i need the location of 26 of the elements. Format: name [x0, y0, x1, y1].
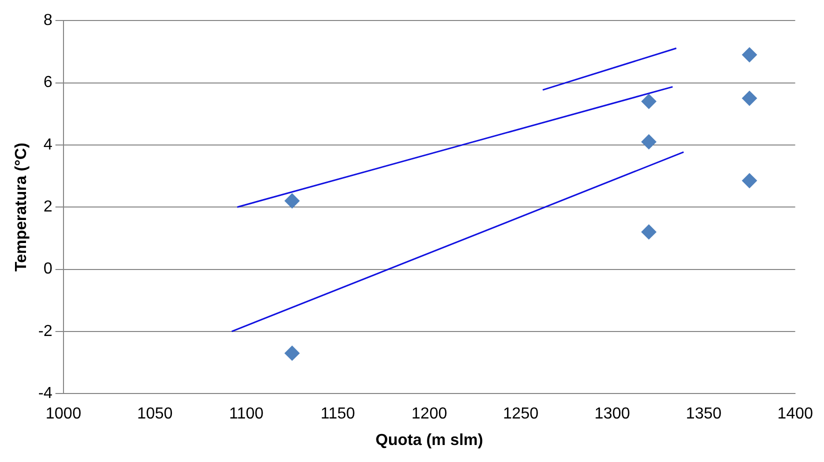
y-tick-label: -2	[38, 322, 53, 340]
y-tick-label: 8	[44, 12, 53, 30]
y-tick-label: 2	[44, 198, 53, 216]
y-axis-title: Temperatura (°C)	[13, 142, 30, 272]
point	[284, 346, 300, 361]
point	[641, 134, 656, 150]
point	[742, 90, 757, 106]
y-tick-label: 6	[44, 74, 53, 92]
point	[641, 94, 656, 109]
x-tick-label: 1400	[777, 406, 814, 423]
point	[641, 224, 656, 240]
x-tick-label: 1350	[686, 406, 722, 423]
point	[284, 193, 300, 208]
point	[742, 47, 757, 62]
x-tick-label: 1000	[46, 406, 82, 423]
x-tick-label: 1250	[502, 406, 539, 423]
x-tick-label: 1050	[137, 406, 173, 423]
point	[742, 173, 757, 188]
y-tick-label: -4	[38, 385, 53, 402]
x-axis-title: Quota (m slm)	[376, 432, 484, 449]
y-tick-label: 4	[44, 136, 53, 154]
x-tick-label: 1200	[412, 406, 448, 423]
x-tick-label: 1300	[594, 406, 630, 423]
y-tick-label: 0	[44, 260, 53, 278]
x-tick-label: 1150	[320, 406, 356, 423]
x-tick-label: 1100	[229, 406, 264, 423]
